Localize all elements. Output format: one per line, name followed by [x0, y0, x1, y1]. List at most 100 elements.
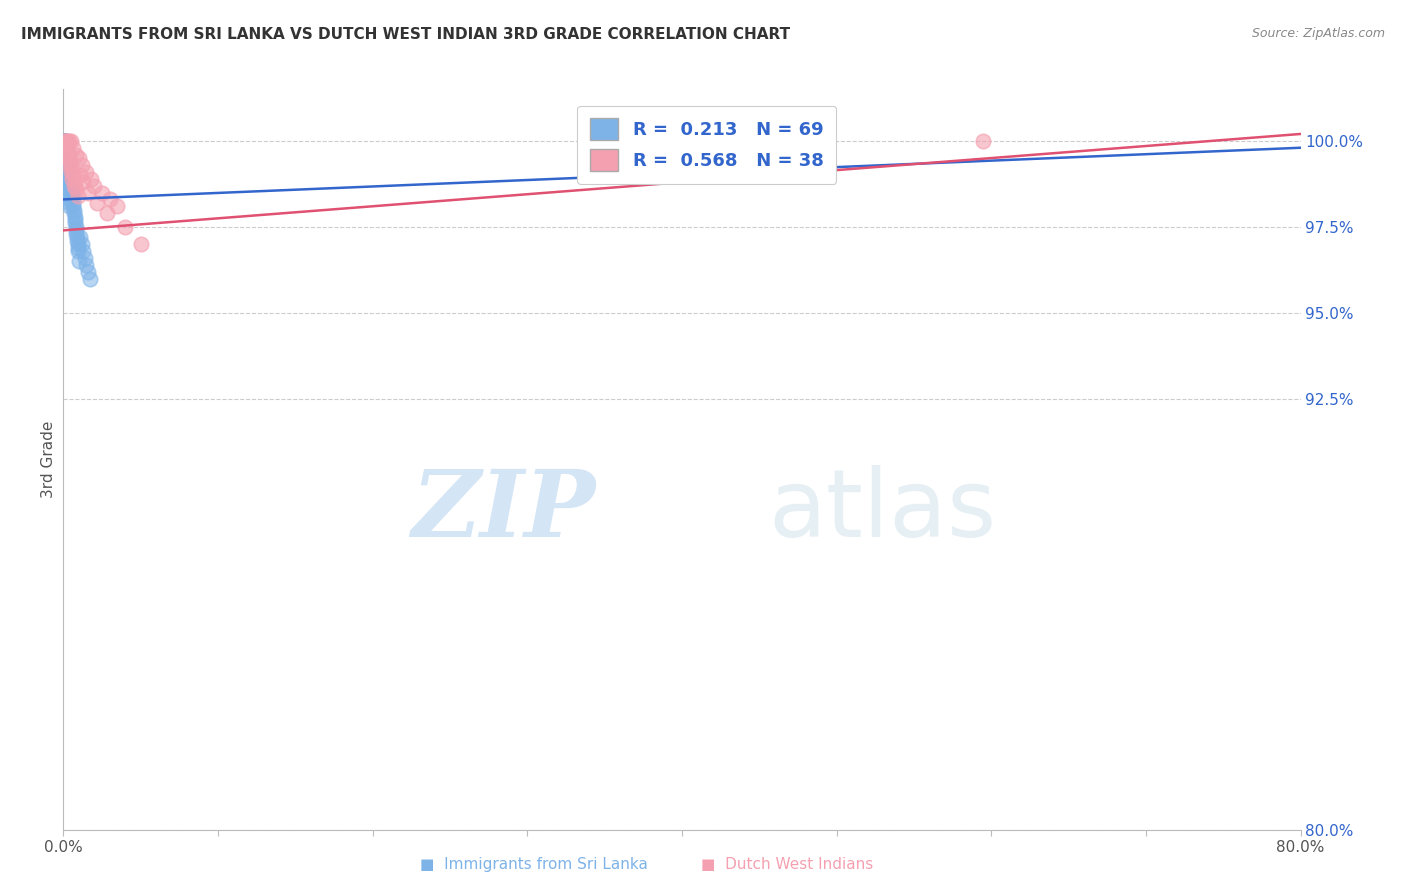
Point: [55, 141, 77, 155]
Point: [55, 151, 77, 165]
Point: [58, 154, 80, 169]
Point: [77, 265, 100, 279]
Point: [66, 189, 89, 203]
Point: [72, 244, 94, 258]
Point: [53, 134, 76, 148]
Point: [73, 251, 96, 265]
Point: [56, 171, 79, 186]
Point: [53, 134, 76, 148]
Point: [66, 241, 89, 255]
Point: [77, 186, 100, 200]
Point: [56, 151, 79, 165]
Point: [70, 158, 93, 172]
Point: [53, 134, 76, 148]
Point: [58, 182, 80, 196]
Point: [55, 144, 77, 158]
Point: [59, 134, 82, 148]
Point: [60, 171, 83, 186]
Point: [60, 186, 83, 200]
Text: ZIP: ZIP: [411, 467, 595, 557]
Point: [67, 254, 90, 268]
Point: [59, 154, 82, 169]
Point: [96, 206, 118, 220]
Point: [62, 199, 84, 213]
Point: [129, 237, 152, 252]
Point: [66, 234, 89, 248]
Point: [59, 175, 82, 189]
Point: [63, 175, 86, 189]
Point: [53, 137, 76, 152]
Point: [62, 202, 84, 217]
Point: [65, 227, 87, 241]
Point: [62, 169, 84, 183]
Point: [56, 134, 79, 148]
Point: [72, 175, 94, 189]
Point: [58, 161, 80, 176]
Point: [83, 178, 105, 193]
Point: [56, 141, 79, 155]
Point: [76, 258, 98, 272]
Point: [56, 165, 79, 179]
Y-axis label: 3rd Grade: 3rd Grade: [41, 421, 56, 498]
Point: [63, 213, 86, 227]
Point: [55, 144, 77, 158]
Point: [62, 193, 84, 207]
Point: [60, 189, 83, 203]
Point: [58, 199, 80, 213]
Point: [65, 217, 87, 231]
Point: [79, 271, 101, 285]
Point: [62, 195, 84, 210]
Point: [55, 141, 77, 155]
Point: [65, 223, 87, 237]
Point: [107, 199, 129, 213]
Text: Source: ZipAtlas.com: Source: ZipAtlas.com: [1251, 27, 1385, 40]
Point: [62, 178, 84, 193]
Point: [55, 154, 77, 169]
Point: [58, 193, 80, 207]
Point: [59, 165, 82, 179]
Point: [56, 175, 79, 189]
Point: [56, 158, 79, 172]
Point: [56, 169, 79, 183]
Point: [55, 137, 77, 152]
Point: [70, 237, 93, 252]
Point: [56, 151, 79, 165]
Point: [58, 189, 80, 203]
Point: [58, 134, 80, 148]
Point: [55, 144, 77, 158]
Point: [67, 151, 90, 165]
Point: [69, 169, 91, 183]
Point: [53, 134, 76, 148]
Point: [65, 147, 87, 161]
Point: [53, 137, 76, 152]
Point: [90, 186, 114, 200]
Point: [59, 178, 82, 193]
Text: IMMIGRANTS FROM SRI LANKA VS DUTCH WEST INDIAN 3RD GRADE CORRELATION CHART: IMMIGRANTS FROM SRI LANKA VS DUTCH WEST …: [21, 27, 790, 42]
Point: [86, 195, 108, 210]
Text: atlas: atlas: [769, 466, 997, 558]
Point: [58, 186, 80, 200]
Point: [58, 165, 80, 179]
Point: [53, 134, 76, 148]
Point: [114, 219, 136, 234]
Point: [53, 134, 76, 148]
Point: [56, 161, 79, 176]
Point: [63, 210, 86, 224]
Point: [55, 134, 77, 148]
Point: [55, 147, 77, 161]
Point: [58, 195, 80, 210]
Point: [67, 244, 90, 258]
Point: [60, 161, 83, 176]
Point: [80, 171, 103, 186]
Point: [56, 178, 79, 193]
Legend: R =  0.213   N = 69, R =  0.568   N = 38: R = 0.213 N = 69, R = 0.568 N = 38: [576, 105, 837, 184]
Text: ■  Dutch West Indians: ■ Dutch West Indians: [702, 857, 873, 872]
Point: [69, 230, 91, 244]
Point: [53, 134, 76, 148]
Point: [66, 230, 89, 244]
Point: [66, 237, 89, 252]
Point: [55, 147, 77, 161]
Point: [98, 193, 121, 207]
Point: [76, 165, 98, 179]
Point: [65, 219, 87, 234]
